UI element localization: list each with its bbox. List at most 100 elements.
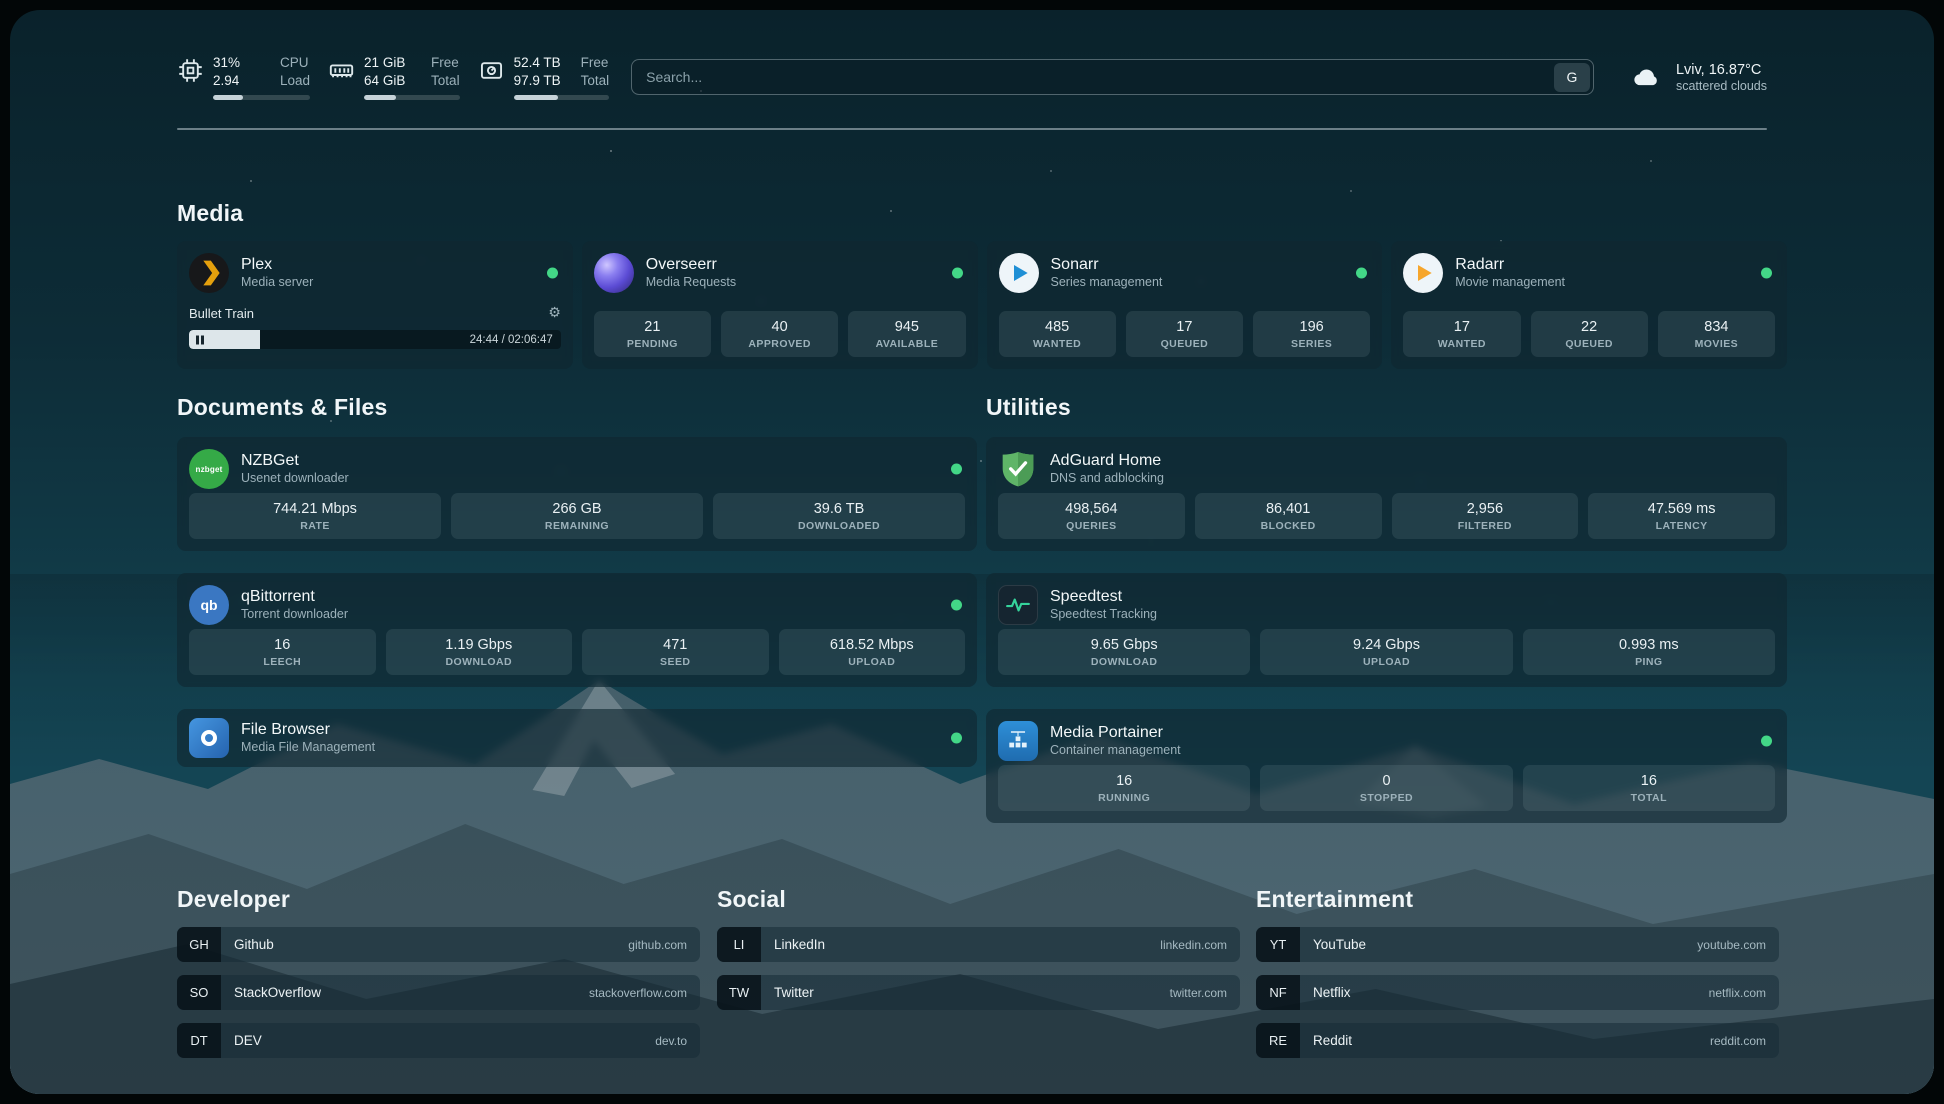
section-title-social: Social xyxy=(717,886,786,912)
top-bar: 31% 2.94 CPU Load xyxy=(177,50,1767,104)
memory-label-top: Free xyxy=(431,55,459,71)
playback-progress-fill xyxy=(189,330,260,349)
service-name: Plex xyxy=(241,256,273,274)
service-description: DNS and adblocking xyxy=(1050,471,1164,486)
bookmark-dev[interactable]: DT DEV dev.to xyxy=(177,1023,700,1058)
bookmark-github[interactable]: GH Github github.com xyxy=(177,927,700,962)
service-card-qbittorrent[interactable]: qb qBittorrent Torrent downloader 16 LEEC… xyxy=(177,573,977,687)
service-name: Media Portainer xyxy=(1050,724,1163,742)
section-title-media: Media xyxy=(177,200,244,226)
section-media: Media Plex Media server Bullet Train ⚙ xyxy=(177,200,1787,369)
section-title-utilities: Utilities xyxy=(986,394,1071,420)
bookmark-name: Netflix xyxy=(1313,985,1351,1000)
service-name: qBittorrent xyxy=(241,588,315,606)
bookmark-reddit[interactable]: RE Reddit reddit.com xyxy=(1256,1023,1779,1058)
bookmark-netflix[interactable]: NF Netflix netflix.com xyxy=(1256,975,1779,1010)
bookmark-twitter[interactable]: TW Twitter twitter.com xyxy=(717,975,1240,1010)
service-description: Usenet downloader xyxy=(241,471,349,486)
bookmark-domain: dev.to xyxy=(655,1033,687,1048)
stat-upload: 618.52 Mbps UPLOAD xyxy=(778,629,965,675)
stat-upload: 9.24 Gbps UPLOAD xyxy=(1260,629,1513,675)
stat-ping: 0.993 ms PING xyxy=(1522,629,1775,675)
gear-icon[interactable]: ⚙ xyxy=(548,305,561,321)
playback-progress-bar[interactable]: 24:44 / 02:06:47 xyxy=(189,330,561,349)
bookmark-name: Twitter xyxy=(774,985,814,1000)
weather-condition: scattered clouds xyxy=(1675,79,1767,94)
stat-wanted: 485 WANTED xyxy=(998,311,1116,357)
bookmark-stackoverflow[interactable]: SO StackOverflow stackoverflow.com xyxy=(177,975,700,1010)
status-dot xyxy=(951,463,962,475)
sonarr-icon xyxy=(998,253,1039,293)
playback-time: 24:44 / 02:06:47 xyxy=(469,333,553,346)
service-name: Overseerr xyxy=(645,256,717,274)
service-card-speedtest[interactable]: Speedtest Speedtest Tracking 9.65 Gbps DO… xyxy=(986,573,1787,687)
service-description: Media server xyxy=(241,275,314,290)
stat-total: 16 TOTAL xyxy=(1522,765,1775,811)
memory-free: 21 GiB xyxy=(364,55,406,71)
bookmark-name: LinkedIn xyxy=(774,937,826,952)
service-card-adguard[interactable]: AdGuard Home DNS and adblocking 498,564 Q… xyxy=(986,437,1787,551)
status-dot xyxy=(546,267,558,279)
plex-icon xyxy=(189,253,229,293)
cpu-icon xyxy=(179,59,202,83)
bookmark-abbr: TW xyxy=(717,975,761,1010)
filebrowser-icon xyxy=(189,718,229,758)
bookmark-name: Github xyxy=(234,937,274,952)
speedtest-icon xyxy=(998,585,1038,625)
stat-rate: 744.21 Mbps RATE xyxy=(189,493,441,539)
status-dot xyxy=(951,599,962,611)
stat-remaining: 266 GB REMAINING xyxy=(451,493,703,539)
service-description: Container management xyxy=(1050,743,1181,758)
dashboard-frame: 31% 2.94 CPU Load xyxy=(10,10,1934,1094)
search-input[interactable] xyxy=(632,69,1554,85)
bookmarks-social: Social LI LinkedIn linkedin.com TW Twitt… xyxy=(717,886,1240,1023)
bookmarks-entertainment: Entertainment YT YouTube youtube.com NF … xyxy=(1256,886,1779,1071)
bookmark-domain: youtube.com xyxy=(1697,937,1766,952)
weather-widget: Lviv, 16.87°C scattered clouds xyxy=(1628,61,1767,94)
section-title-developer: Developer xyxy=(177,886,291,912)
search-provider-button[interactable]: G xyxy=(1553,62,1590,92)
disk-progress-bar xyxy=(513,94,610,100)
stat-wanted: 17 WANTED xyxy=(1403,311,1521,357)
section-title-documents: Documents & Files xyxy=(177,394,388,420)
bookmark-domain: stackoverflow.com xyxy=(588,985,687,1000)
stat-latency: 47.569 ms LATENCY xyxy=(1588,493,1775,539)
service-name: Speedtest xyxy=(1050,588,1123,606)
pause-icon[interactable] xyxy=(196,335,204,344)
service-card-sonarr[interactable]: Sonarr Series management 485 WANTED 17 QUE… xyxy=(986,241,1383,369)
adguard-shield-icon xyxy=(998,449,1038,489)
radarr-icon xyxy=(1403,253,1444,293)
stat-leech: 16 LEECH xyxy=(189,629,376,675)
service-name: NZBGet xyxy=(241,452,299,470)
stat-blocked: 86,401 BLOCKED xyxy=(1194,493,1382,539)
service-card-overseerr[interactable]: Overseerr Media Requests 21 PENDING 40 APP… xyxy=(581,241,978,369)
bookmark-name: DEV xyxy=(234,1033,262,1048)
service-card-radarr[interactable]: Radarr Movie management 17 WANTED 22 QUEUE… xyxy=(1391,241,1787,369)
stat-filtered: 2,956 FILTERED xyxy=(1391,493,1579,539)
service-description: Movie management xyxy=(1455,275,1566,290)
header-divider xyxy=(177,128,1767,130)
bookmark-name: Reddit xyxy=(1313,1033,1353,1048)
service-card-filebrowser[interactable]: File Browser Media File Management xyxy=(177,709,977,767)
disk-label-bottom: Total xyxy=(580,73,610,88)
section-documents-files: Documents & Files nzbget NZBGet Usenet d… xyxy=(177,394,977,767)
service-card-nzbget[interactable]: nzbget NZBGet Usenet downloader 744.21 M… xyxy=(177,437,977,551)
stat-series: 196 SERIES xyxy=(1253,311,1371,357)
service-card-portainer[interactable]: Media Portainer Container management 16 R… xyxy=(986,709,1787,823)
stat-downloaded: 39.6 TB DOWNLOADED xyxy=(713,493,965,539)
portainer-icon xyxy=(998,721,1038,761)
service-name: Sonarr xyxy=(1050,256,1099,274)
bookmark-domain: github.com xyxy=(628,937,687,952)
disk-label-top: Free xyxy=(580,55,609,71)
service-name: File Browser xyxy=(241,721,330,739)
memory-total: 64 GiB xyxy=(364,73,406,88)
cpu-label-bottom: Load xyxy=(280,73,311,88)
service-card-plex[interactable]: Plex Media server Bullet Train ⚙ 24:44 /… xyxy=(177,241,573,369)
bookmark-youtube[interactable]: YT YouTube youtube.com xyxy=(1256,927,1779,962)
bookmark-linkedin[interactable]: LI LinkedIn linkedin.com xyxy=(717,927,1240,962)
status-dot xyxy=(951,732,962,744)
bookmark-abbr: YT xyxy=(1256,927,1300,962)
status-dot xyxy=(1761,735,1772,747)
memory-label-bottom: Total xyxy=(431,73,460,88)
service-description: Speedtest Tracking xyxy=(1050,607,1158,622)
